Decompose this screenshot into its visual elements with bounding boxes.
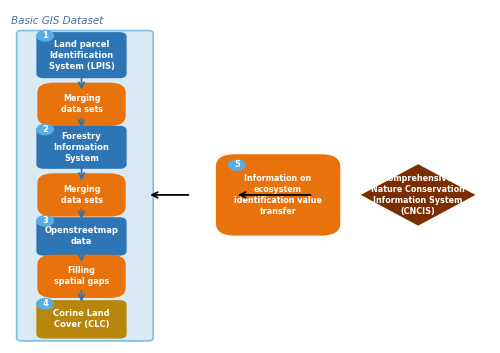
Text: 2: 2 bbox=[42, 125, 48, 134]
Text: Filling
spatial gaps: Filling spatial gaps bbox=[54, 266, 109, 286]
Text: Land parcel
Identification
System (LPIS): Land parcel Identification System (LPIS) bbox=[48, 40, 114, 71]
Text: Comprehensive
Nature Conservation
Information System
(CNCIS): Comprehensive Nature Conservation Inform… bbox=[371, 174, 465, 216]
Text: Corine Land
Cover (CLC): Corine Land Cover (CLC) bbox=[53, 309, 110, 329]
FancyBboxPatch shape bbox=[38, 83, 126, 126]
FancyBboxPatch shape bbox=[38, 173, 126, 217]
FancyBboxPatch shape bbox=[216, 154, 340, 236]
Text: 3: 3 bbox=[42, 216, 48, 226]
FancyBboxPatch shape bbox=[16, 31, 153, 341]
Text: 4: 4 bbox=[42, 299, 48, 308]
FancyBboxPatch shape bbox=[36, 300, 126, 339]
Text: Openstreetmap
data: Openstreetmap data bbox=[44, 226, 118, 246]
Text: Merging
data sets: Merging data sets bbox=[60, 94, 102, 114]
Text: Forestry
Information
System: Forestry Information System bbox=[54, 132, 110, 163]
Circle shape bbox=[228, 160, 245, 170]
Text: 1: 1 bbox=[42, 31, 48, 40]
Text: Information on
ecosystem
identification value
transfer: Information on ecosystem identification … bbox=[234, 174, 322, 216]
Circle shape bbox=[37, 31, 54, 41]
Circle shape bbox=[37, 216, 54, 226]
Text: 5: 5 bbox=[234, 161, 240, 169]
Circle shape bbox=[37, 124, 54, 135]
FancyBboxPatch shape bbox=[38, 255, 126, 298]
Polygon shape bbox=[361, 164, 476, 226]
FancyBboxPatch shape bbox=[36, 126, 126, 169]
Text: Basic GIS Dataset: Basic GIS Dataset bbox=[11, 16, 104, 26]
Text: Merging
data sets: Merging data sets bbox=[60, 185, 102, 205]
FancyBboxPatch shape bbox=[36, 217, 126, 256]
FancyBboxPatch shape bbox=[36, 32, 126, 78]
Circle shape bbox=[37, 299, 54, 309]
